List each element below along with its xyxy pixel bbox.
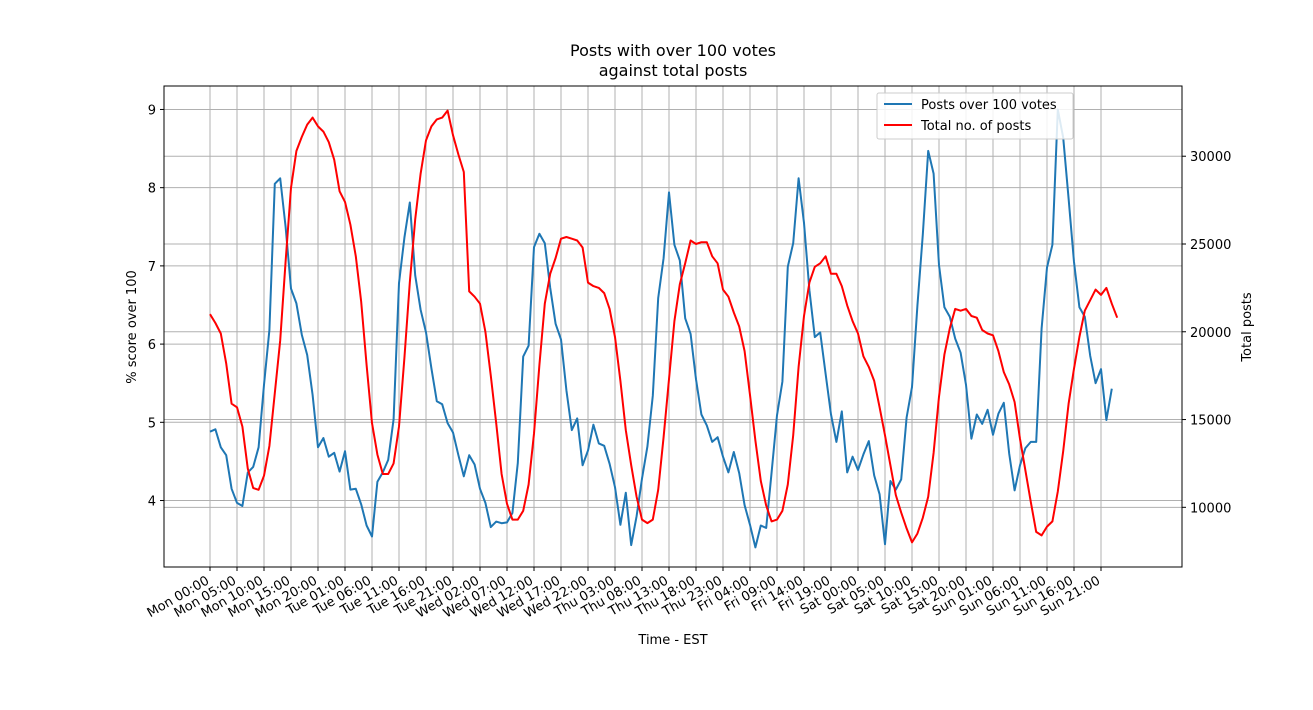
right-y-axis: 10000 15000 20000 25000 30000 — [1182, 150, 1231, 516]
left-y-tick-label: 9 — [148, 103, 156, 118]
legend-label-total-posts: Total no. of posts — [920, 119, 1031, 134]
left-y-tick-label: 8 — [148, 182, 156, 197]
legend-label-posts-over-100: Posts over 100 votes — [921, 98, 1057, 113]
left-y-tick-label: 5 — [148, 416, 156, 431]
x-axis-label: Time - EST — [637, 633, 707, 648]
legend: Posts over 100 votes Total no. of posts — [876, 92, 1074, 140]
left-y-axis-label: % score over 100 — [125, 270, 140, 383]
right-y-tick-label: 20000 — [1190, 326, 1231, 341]
series-line-posts-over-100 — [209, 108, 1113, 549]
left-y-tick-label: 6 — [148, 338, 156, 353]
left-y-axis: 4 5 6 7 8 9 — [148, 103, 164, 510]
series-layer — [209, 108, 1119, 549]
right-y-tick-label: 25000 — [1190, 238, 1231, 253]
right-y-axis-label: Total posts — [1240, 292, 1255, 363]
legend-box — [876, 92, 1074, 140]
plot-frame — [163, 85, 1183, 568]
right-y-tick-label: 15000 — [1190, 414, 1231, 429]
series-line-total-posts — [209, 109, 1119, 544]
left-y-tick-label: 4 — [148, 495, 156, 510]
right-y-tick-label: 10000 — [1190, 501, 1231, 516]
chart-title: Posts with over 100 votes against total p… — [570, 41, 776, 80]
right-y-tick-label: 30000 — [1190, 150, 1231, 165]
left-y-tick-label: 7 — [148, 260, 156, 275]
